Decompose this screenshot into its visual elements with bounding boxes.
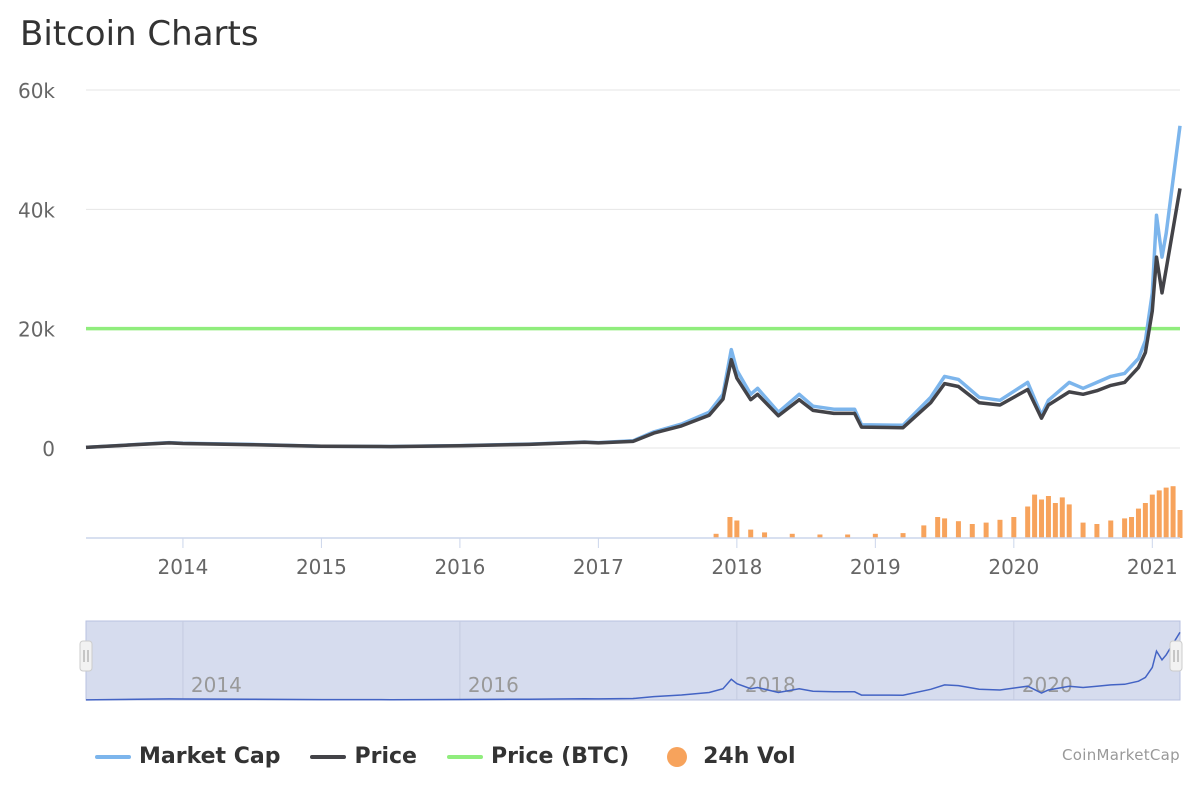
navigator-tick-label: 2014 — [191, 673, 242, 697]
x-tick-label: 2015 — [296, 555, 347, 579]
volume-bar — [789, 533, 795, 538]
legend-label: 24h Vol — [703, 744, 796, 769]
series-layer — [85, 125, 1182, 450]
volume-bar — [921, 525, 927, 538]
volume-bar — [872, 533, 878, 538]
x-tick-label: 2020 — [988, 555, 1039, 579]
legend-label: Market Cap — [139, 744, 281, 769]
volume-bar — [1156, 490, 1162, 538]
volume-bar — [1108, 520, 1114, 538]
volume-bar — [1025, 506, 1031, 538]
series-line-price — [85, 188, 1182, 450]
legend-item-24h-vol[interactable]: 24h Vol — [659, 744, 796, 769]
volume-bar — [1163, 487, 1169, 538]
x-tick-label: 2017 — [573, 555, 624, 579]
x-tick-label: 2019 — [850, 555, 901, 579]
volume-bar — [935, 517, 941, 538]
volume-bar — [1177, 510, 1183, 538]
volume-bar — [1142, 503, 1148, 538]
x-tick-label: 2016 — [434, 555, 485, 579]
series-line-market-cap — [85, 125, 1182, 450]
volume-bar — [983, 522, 989, 538]
legend-line-icon — [95, 754, 131, 759]
volume-bar — [1129, 517, 1135, 538]
volume-bar — [1011, 517, 1017, 538]
volume-bar — [1052, 503, 1058, 538]
volume-bar — [1045, 496, 1051, 538]
volume-bar — [1170, 486, 1176, 538]
volume-bar — [969, 524, 975, 538]
legend-label: Price — [354, 744, 417, 769]
navigator-range[interactable] — [85, 620, 1181, 701]
x-tick-label: 2018 — [711, 555, 762, 579]
navigator-tick-label: 2020 — [1022, 673, 1073, 697]
y-tick-label: 20k — [18, 318, 55, 342]
volume-bar — [1094, 524, 1100, 538]
y-tick-label: 60k — [18, 79, 55, 103]
legend-item-price-btc[interactable]: Price (BTC) — [446, 744, 630, 769]
navigator-handle-left[interactable] — [79, 640, 93, 672]
navigator-handle-right[interactable] — [1169, 640, 1183, 672]
legend-line-icon — [310, 754, 347, 759]
y-tick-label: 0 — [42, 437, 55, 461]
volume-bar — [713, 533, 719, 538]
x-tick-label: 2014 — [157, 555, 208, 579]
volume-bar — [1135, 508, 1141, 538]
legend-item-price[interactable]: Price — [310, 744, 417, 769]
navigator-tick-label: 2016 — [468, 673, 519, 697]
volume-bar — [1122, 518, 1128, 538]
handle-grip-icon — [79, 640, 93, 672]
credit-link[interactable]: CoinMarketCap — [1062, 746, 1180, 764]
navigator-tick-label: 2018 — [745, 673, 796, 697]
volume-bar — [748, 529, 754, 538]
volume-layer — [713, 486, 1183, 538]
legend-dot-icon — [667, 746, 688, 767]
volume-bar — [1039, 499, 1045, 538]
volume-bar — [1032, 494, 1038, 538]
volume-bar — [900, 533, 906, 538]
volume-bar — [734, 520, 740, 538]
volume-bar — [845, 534, 851, 538]
navigator-series-line — [85, 631, 1181, 701]
volume-bar — [762, 532, 768, 538]
volume-bar — [1149, 494, 1155, 538]
volume-bar — [942, 518, 948, 538]
volume-bar — [727, 517, 733, 538]
legend-item-market-cap[interactable]: Market Cap — [95, 744, 280, 769]
volume-bar — [1059, 497, 1065, 538]
legend-label: Price (BTC) — [490, 744, 630, 769]
handle-grip-icon — [1169, 640, 1183, 672]
x-tick-label: 2021 — [1127, 555, 1178, 579]
legend: Market Cap Price Price (BTC) 24h Vol — [95, 744, 826, 769]
volume-bar — [955, 521, 961, 538]
axis-layer: 0 20k 40k 60k 2014 2015 2016 2017 2018 2019 2020 20… — [18, 79, 1180, 579]
navigator-layer: 2014 2016 2018 2020 — [79, 620, 1183, 701]
volume-bar — [1066, 504, 1072, 538]
chart-title: Bitcoin Charts — [20, 14, 259, 54]
volume-bar — [997, 519, 1003, 538]
y-tick-label: 40k — [18, 198, 55, 222]
legend-line-icon — [446, 754, 483, 759]
volume-bar — [817, 534, 823, 538]
volume-bar — [1080, 522, 1086, 538]
